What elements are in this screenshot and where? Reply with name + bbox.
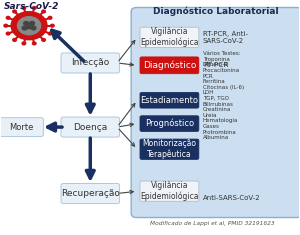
- FancyBboxPatch shape: [61, 184, 119, 204]
- FancyBboxPatch shape: [140, 181, 199, 201]
- Text: Doença: Doença: [73, 123, 107, 132]
- Text: RT-PCR: RT-PCR: [203, 62, 228, 68]
- Circle shape: [48, 16, 52, 19]
- Text: Diagnóstico: Diagnóstico: [143, 61, 196, 70]
- Circle shape: [22, 42, 26, 45]
- Text: Anti-SARS-CoV-2: Anti-SARS-CoV-2: [203, 195, 260, 201]
- Text: Monitorização
Terapêutica: Monitorização Terapêutica: [142, 139, 196, 159]
- Circle shape: [32, 42, 36, 45]
- Circle shape: [32, 7, 36, 9]
- FancyBboxPatch shape: [140, 27, 199, 47]
- FancyBboxPatch shape: [0, 118, 44, 137]
- Circle shape: [42, 39, 45, 41]
- FancyBboxPatch shape: [140, 92, 199, 108]
- Circle shape: [4, 24, 8, 27]
- Text: Modificado de Lappi et al, PMID 32191623: Modificado de Lappi et al, PMID 32191623: [150, 221, 275, 226]
- Circle shape: [30, 21, 34, 25]
- Circle shape: [17, 17, 41, 35]
- Circle shape: [51, 24, 54, 27]
- Circle shape: [6, 32, 10, 35]
- Circle shape: [22, 26, 27, 30]
- Text: Recuperação: Recuperação: [61, 189, 120, 198]
- Circle shape: [11, 12, 47, 40]
- FancyBboxPatch shape: [131, 8, 300, 218]
- Text: Prognóstico: Prognóstico: [145, 119, 194, 128]
- Text: Diagnóstico Laboratorial: Diagnóstico Laboratorial: [153, 7, 278, 16]
- FancyBboxPatch shape: [140, 116, 199, 131]
- Text: Morte: Morte: [9, 123, 34, 132]
- FancyBboxPatch shape: [61, 117, 119, 137]
- Text: Vigilância
Epidemiológica: Vigilância Epidemiológica: [140, 181, 199, 201]
- FancyBboxPatch shape: [61, 53, 119, 73]
- Circle shape: [22, 7, 26, 9]
- Text: Vigilância
Epidemiológica: Vigilância Epidemiológica: [140, 27, 199, 47]
- Circle shape: [31, 26, 36, 30]
- Circle shape: [6, 16, 10, 19]
- Circle shape: [13, 10, 16, 13]
- Circle shape: [42, 10, 45, 13]
- Circle shape: [13, 39, 16, 41]
- FancyBboxPatch shape: [140, 57, 199, 74]
- Circle shape: [27, 25, 32, 29]
- FancyBboxPatch shape: [140, 139, 199, 159]
- Circle shape: [48, 32, 52, 35]
- Circle shape: [24, 21, 28, 25]
- Text: Estadiamento: Estadiamento: [140, 96, 198, 105]
- Text: Sars-CoV-2: Sars-CoV-2: [4, 2, 59, 11]
- Text: RT-PCR, Anti-
SARS-CoV-2: RT-PCR, Anti- SARS-CoV-2: [203, 31, 248, 44]
- Text: Vários Testes:
Troponina
Dímero-D
Procacitonina
PCR
Ferritina
Citocinas (IL-6)
L: Vários Testes: Troponina Dímero-D Procac…: [203, 51, 244, 140]
- Text: Infecção: Infecção: [71, 59, 110, 67]
